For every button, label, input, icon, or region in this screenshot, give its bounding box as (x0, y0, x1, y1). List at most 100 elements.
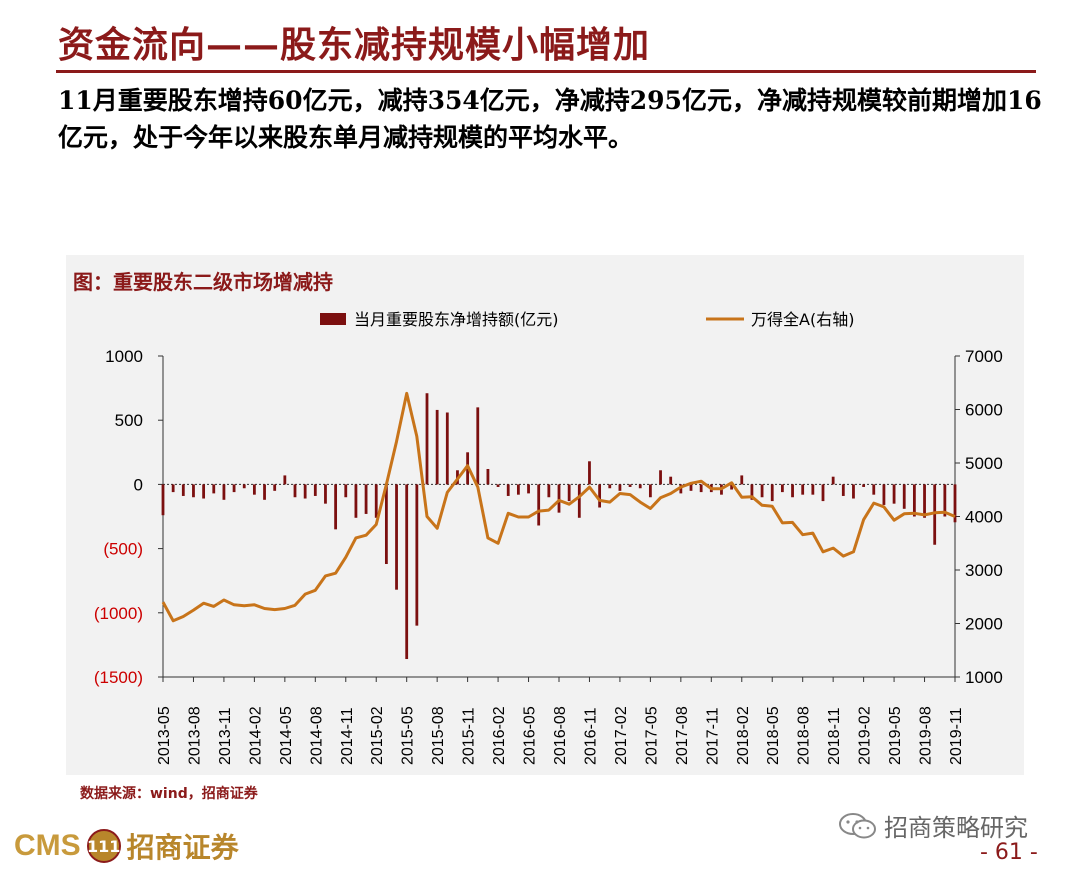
bar (577, 484, 581, 518)
bar (831, 476, 835, 485)
bar (303, 484, 307, 499)
bar (638, 484, 642, 489)
bar (791, 484, 794, 498)
right-tick-label: 5000 (965, 454, 1003, 473)
legend-bar-swatch (320, 313, 346, 325)
bar (395, 484, 398, 590)
bar (181, 484, 185, 496)
bar (445, 412, 449, 485)
x-tick-label: 2017-05 (643, 706, 660, 765)
bar (740, 475, 744, 485)
bar (730, 484, 734, 490)
left-tick-label: (500) (103, 540, 143, 559)
bar (374, 484, 378, 518)
left-tick-label: (1500) (94, 668, 143, 687)
bar (770, 484, 774, 502)
logo-text: CMS (14, 829, 81, 862)
bar (912, 484, 916, 517)
bar (801, 484, 805, 495)
bar (202, 484, 206, 499)
x-tick-label: 2016-05 (522, 706, 539, 765)
bar (557, 484, 561, 513)
wechat-account: 招商策略研究 (838, 808, 1028, 843)
index-line (161, 391, 956, 623)
x-tick-label: 2014-02 (247, 706, 264, 765)
bar (293, 484, 297, 498)
bar (232, 484, 236, 493)
x-tick-label: 2013-11 (217, 707, 234, 765)
x-tick-label: 2018-08 (796, 706, 813, 765)
bar (384, 484, 388, 565)
x-tick-label: 2018-02 (735, 706, 752, 765)
x-tick-label: 2013-08 (186, 706, 203, 765)
right-tick-label: 3000 (965, 561, 1003, 580)
bar (618, 484, 622, 491)
logo-mark-icon: 111 (86, 829, 121, 863)
bar (425, 393, 429, 485)
left-tick-label: 1000 (105, 347, 143, 366)
x-tick-label: 2017-02 (613, 706, 630, 765)
bar (689, 484, 693, 491)
bar (364, 484, 368, 514)
bar (841, 484, 845, 496)
bar (476, 407, 480, 485)
wechat-label: 招商策略研究 (884, 814, 1028, 842)
bar (821, 484, 825, 502)
bar (750, 484, 754, 500)
chart-caption: 图：重要股东二级市场增减持 (73, 270, 333, 294)
legend-line-label: 万得全A(右轴) (751, 310, 854, 329)
x-tick-label: 2014-05 (278, 706, 295, 765)
x-tick-label: 2017-08 (674, 706, 691, 765)
bar (679, 484, 683, 494)
bar (486, 468, 490, 485)
bar (435, 409, 439, 485)
bar (628, 484, 632, 487)
bar (923, 484, 926, 518)
page-title: 资金流向——股东减持规模小幅增加 (58, 24, 651, 66)
bar (953, 484, 957, 523)
right-tick-label: 2000 (965, 615, 1003, 634)
x-tick-label: 2015-08 (430, 706, 447, 765)
bar (699, 484, 703, 493)
x-tick-label: 2019-11 (948, 707, 965, 765)
line-series (161, 391, 956, 623)
data-source: 数据来源：wind，招商证券 (80, 786, 258, 802)
bar (537, 484, 541, 526)
bar (892, 484, 896, 504)
x-tick-label: 2014-08 (308, 706, 325, 765)
wechat-icon (838, 811, 878, 841)
x-tick-label: 2016-08 (552, 706, 569, 765)
bar (902, 484, 906, 509)
bar-series (161, 393, 957, 660)
bar (608, 484, 612, 489)
legend: 当月重要股东净增持额(亿元) 万得全A(右轴) (320, 310, 854, 329)
axes: 10005000(500)(1000)(1500)700060005000400… (94, 347, 1003, 765)
lead-paragraph: 11月重要股东增持60亿元，减持354亿元，净减持295亿元，净减持规模较前期增… (58, 86, 1042, 152)
right-tick-label: 4000 (965, 508, 1003, 527)
bar (943, 484, 947, 517)
bar (516, 484, 520, 495)
x-tick-label: 2019-08 (918, 706, 935, 765)
bar (324, 484, 327, 504)
bar (760, 484, 764, 498)
x-tick-label: 2016-11 (582, 707, 599, 765)
bar (242, 484, 246, 489)
x-tick-label: 2015-02 (369, 706, 386, 765)
x-tick-label: 2014-11 (339, 707, 356, 765)
bar (780, 484, 784, 493)
bar (192, 484, 195, 498)
bar (862, 484, 866, 487)
x-tick-label: 2019-05 (887, 706, 904, 765)
chart-panel (66, 255, 1024, 775)
bar (212, 484, 216, 494)
title-divider (56, 70, 1036, 73)
left-tick-label: (1000) (94, 604, 143, 623)
bar (598, 484, 602, 508)
bar (506, 484, 510, 496)
logo-name: 招商证券 (126, 831, 239, 864)
bar (669, 476, 673, 485)
bar (405, 484, 409, 660)
bar (283, 475, 287, 485)
left-tick-label: 0 (134, 475, 143, 494)
bar (415, 484, 419, 626)
